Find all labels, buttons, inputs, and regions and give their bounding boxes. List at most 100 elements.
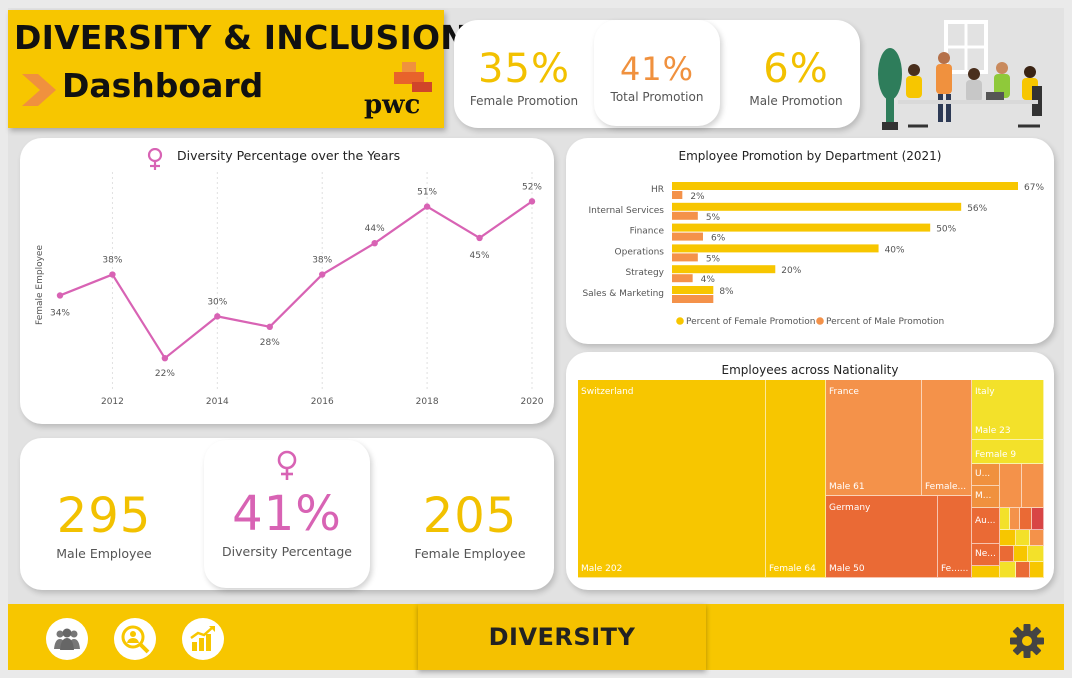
analytics-nav-button[interactable] <box>182 618 224 660</box>
treemap-cell[interactable] <box>1000 508 1010 530</box>
data-point[interactable] <box>214 313 221 320</box>
treemap-m-male[interactable]: M... <box>972 486 1000 508</box>
category-label: Sales & Marketing <box>582 289 664 299</box>
total-promotion-kpi: 41% Total Promotion <box>594 20 720 126</box>
data-label: 45% <box>470 251 490 261</box>
growth-chart-icon <box>190 626 215 651</box>
footer-nav-bar: DIVERSITY <box>8 604 1064 670</box>
diversity-line-chart: Female Employee 2012 2014 2016 2018 2020 34% 38… <box>35 172 544 407</box>
total-promotion-value: 41% <box>619 50 695 88</box>
gear-icon[interactable] <box>1008 622 1046 660</box>
treemap-germany-male[interactable]: Germany Male 50 <box>826 496 938 578</box>
diversity-percentage-value: 41% <box>232 486 342 542</box>
diversity-percentage-kpi: 41% Diversity Percentage <box>204 440 370 588</box>
male-data-label: 5% <box>706 254 721 264</box>
team-meeting-illustration <box>868 14 1064 134</box>
dashboard-subtitle: Dashboard <box>62 66 264 105</box>
treemap-france-female[interactable]: Female... <box>922 380 972 496</box>
female-promotion-bar[interactable] <box>672 202 962 211</box>
data-point[interactable] <box>476 234 483 242</box>
treemap-germany-female[interactable]: Fe...... <box>938 496 972 578</box>
male-data-label: 2% <box>690 192 705 202</box>
female-promotion-bar[interactable] <box>672 223 931 232</box>
data-point[interactable] <box>319 271 326 278</box>
diversity-page-button[interactable]: DIVERSITY <box>418 604 706 670</box>
male-promotion-bar[interactable] <box>672 295 714 303</box>
female-data-label: 56% <box>967 204 987 214</box>
treemap-cell[interactable] <box>1022 464 1044 508</box>
treemap-cell[interactable] <box>1030 530 1044 546</box>
male-promotion-bar[interactable] <box>672 191 683 199</box>
treemap-switzerland-male[interactable]: Switzerland Male 202 <box>578 380 766 578</box>
treemap-cell[interactable] <box>1016 562 1030 578</box>
search-employee-nav-button[interactable] <box>114 618 156 660</box>
data-point[interactable] <box>266 323 273 331</box>
female-employee-kpi: 205 Female Employee <box>386 488 554 561</box>
treemap-cell[interactable] <box>1010 508 1020 530</box>
legend-label: Percent of Male Promotion <box>826 317 944 327</box>
male-promotion-value: 6% <box>763 46 829 92</box>
treemap-cell[interactable] <box>1016 530 1030 546</box>
data-label: 38% <box>312 256 332 266</box>
male-promotion-bar[interactable] <box>672 274 693 283</box>
treemap-cell[interactable] <box>1014 546 1028 562</box>
pwc-logo: pwc <box>362 62 434 120</box>
treemap-italy-male[interactable]: Italy Male 23 <box>972 380 1044 440</box>
treemap-cell[interactable] <box>1000 562 1016 578</box>
treemap-cell[interactable] <box>1020 508 1032 530</box>
treemap-france-male[interactable]: France Male 61 <box>826 380 922 496</box>
treemap-au-male[interactable]: Au... <box>972 508 1000 544</box>
dashboard-title: DIVERSITY & INCLUSION <box>14 18 469 57</box>
male-promotion-bar[interactable] <box>672 232 703 241</box>
female-promotion-bar[interactable] <box>672 286 714 294</box>
data-point[interactable] <box>109 271 116 278</box>
female-promotion-value: 35% <box>478 46 570 92</box>
promotion-kpi-card: 35% Female Promotion 41% Total Promotion… <box>454 20 860 128</box>
treemap-ne-male[interactable]: Ne... <box>972 544 1000 566</box>
female-promotion-bar[interactable] <box>672 265 776 274</box>
data-label: 34% <box>50 308 70 318</box>
female-symbol-icon <box>277 450 297 480</box>
treemap-italy-female[interactable]: Female 9 <box>972 440 1044 464</box>
treemap-cell[interactable] <box>1000 464 1022 508</box>
treemap-cell[interactable] <box>1028 546 1044 562</box>
male-promotion-bar[interactable] <box>672 211 698 220</box>
treemap-switzerland-female[interactable]: Female 64 <box>766 380 826 578</box>
diversity-percentage-label: Diversity Percentage <box>222 544 352 559</box>
treemap-cell[interactable] <box>972 566 1000 578</box>
search-person-icon <box>121 625 150 654</box>
category-label: Finance <box>630 227 665 237</box>
promotion-bar-chart-card: Employee Promotion by Department (2021) … <box>566 138 1054 344</box>
treemap-cell[interactable] <box>1000 530 1016 546</box>
bar-chart-title: Employee Promotion by Department (2021) <box>678 149 942 163</box>
data-label: 52% <box>522 182 542 192</box>
data-point[interactable] <box>528 198 536 205</box>
x-tick-label: 2018 <box>416 397 439 407</box>
female-promotion-bar[interactable] <box>672 182 1018 190</box>
data-label: 51% <box>417 188 437 198</box>
treemap-cell[interactable] <box>1032 508 1044 530</box>
series-line <box>59 200 533 360</box>
treemap-cell[interactable] <box>1030 562 1044 578</box>
female-data-label: 50% <box>936 225 956 235</box>
female-data-label: 40% <box>885 245 905 255</box>
treemap-u-male[interactable]: U... <box>972 464 1000 486</box>
female-data-label: 67% <box>1024 183 1044 193</box>
treemap-cell[interactable] <box>1000 546 1014 562</box>
chevron-right-icon <box>22 74 56 106</box>
data-point[interactable] <box>161 354 169 362</box>
legend-marker <box>676 317 684 325</box>
female-promotion-bar[interactable] <box>672 244 879 253</box>
nationality-treemap: Switzerland Male 202 Female 64 France Ma… <box>578 380 1044 578</box>
data-point[interactable] <box>423 203 431 210</box>
treemap-title: Employees across Nationality <box>721 363 899 377</box>
data-point[interactable] <box>56 292 64 299</box>
category-label: Strategy <box>625 268 664 278</box>
female-promotion-label: Female Promotion <box>469 94 579 108</box>
data-point[interactable] <box>371 239 378 247</box>
people-group-icon <box>54 628 80 650</box>
x-tick-label: 2014 <box>206 397 229 407</box>
employees-nav-button[interactable] <box>46 618 88 660</box>
promotion-bar-chart: HR 67% 2% Internal Services 56% 5% Finance 50% 6… <box>582 182 1044 327</box>
male-promotion-bar[interactable] <box>672 253 698 262</box>
